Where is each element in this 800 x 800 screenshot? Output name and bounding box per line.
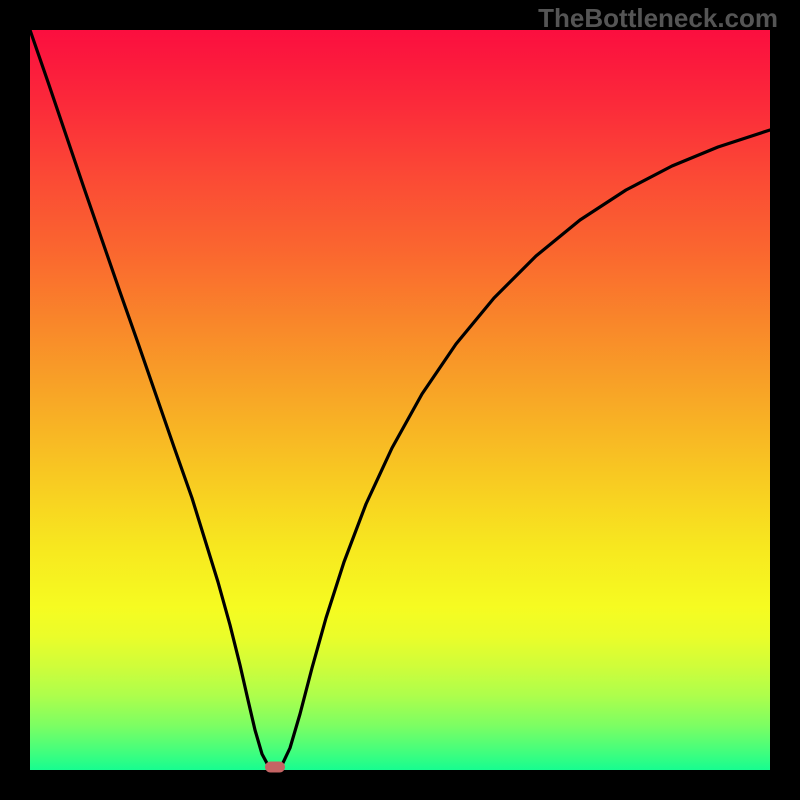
watermark-text: TheBottleneck.com — [538, 3, 778, 34]
curve-segment — [30, 30, 269, 767]
minimum-marker — [265, 762, 285, 773]
curve-overlay — [0, 0, 800, 800]
chart-container: TheBottleneck.com — [0, 0, 800, 800]
curve-segment — [281, 130, 770, 767]
